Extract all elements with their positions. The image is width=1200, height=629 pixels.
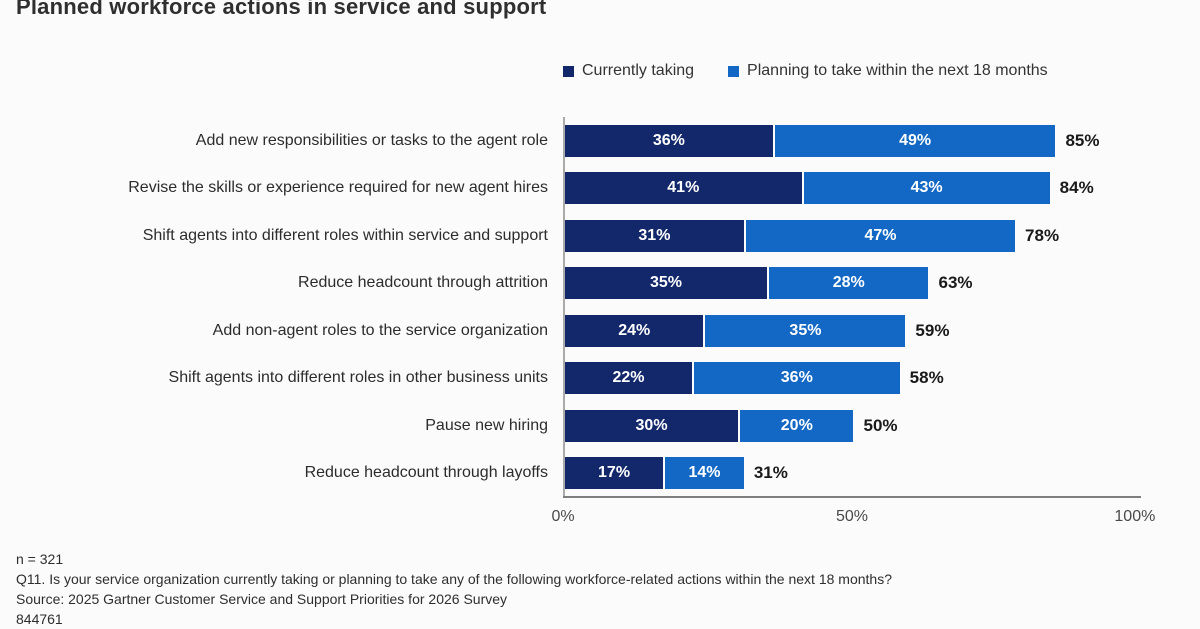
bar-value-planning: 49% (899, 131, 932, 149)
bar-segment-planning: 20% (738, 409, 854, 442)
bar-track: 17% 14% 31% (565, 457, 1142, 490)
bar-total-label: 84% (1059, 178, 1094, 198)
bar-track: 24% 35% 59% (565, 314, 1142, 347)
bar-track: 36% 49% 85% (565, 124, 1142, 157)
bar-segment-planning: 43% (801, 172, 1050, 205)
bar-segment-planning: 47% (743, 219, 1016, 252)
x-tick-0: 0% (551, 508, 575, 525)
bar-track: 41% 43% 84% (565, 172, 1142, 205)
x-axis-line (563, 496, 1141, 498)
bar-total-label: 58% (909, 368, 944, 388)
legend: Currently taking Planning to take within… (563, 62, 1048, 80)
bar-total-label: 85% (1065, 130, 1100, 150)
bar-segment-currently-taking: 17% (565, 457, 664, 490)
x-tick-100: 100% (1114, 508, 1156, 525)
category-label: Reduce headcount through attrition (298, 274, 548, 292)
footnote-n: n = 321 (16, 551, 64, 567)
bar-row: Reduce headcount through layoffs 17% 14%… (0, 450, 1200, 498)
bar-value-planning: 35% (789, 321, 822, 339)
bar-value-currently-taking: 22% (612, 369, 645, 387)
category-label: Pause new hiring (425, 416, 548, 434)
bar-value-currently-taking: 24% (618, 321, 651, 339)
bar-total-label: 78% (1025, 225, 1060, 245)
bar-value-planning: 36% (780, 369, 813, 387)
bar-segment-planning: 14% (663, 457, 744, 490)
bar-row: Reduce headcount through attrition 35% 2… (0, 260, 1200, 308)
bar-segment-currently-taking: 24% (565, 314, 704, 347)
bar-segment-currently-taking: 22% (565, 362, 692, 395)
footnote-id: 844761 (16, 611, 63, 627)
bar-segment-currently-taking: 30% (565, 409, 739, 442)
bar-total-label: 63% (938, 273, 973, 293)
category-label: Add non-agent roles to the service organ… (212, 321, 548, 339)
category-label: Shift agents into different roles within… (142, 226, 548, 244)
category-label: Revise the skills or experience required… (128, 179, 548, 197)
bar-row: Revise the skills or experience required… (0, 165, 1200, 213)
footnotes: n = 321 Q11. Is your service organizatio… (16, 549, 892, 629)
legend-label-currently-taking: Currently taking (582, 62, 695, 79)
bar-track: 22% 36% 58% (565, 362, 1142, 395)
bar-value-planning: 43% (910, 179, 943, 197)
legend-item-currently-taking: Currently taking (563, 62, 694, 80)
page-title: Planned workforce actions in service and… (16, 0, 547, 19)
bar-value-planning: 28% (832, 274, 865, 292)
bar-segment-planning: 35% (703, 314, 906, 347)
bar-segment-planning: 49% (772, 124, 1056, 157)
bar-row: Pause new hiring 30% 20% 50% (0, 402, 1200, 450)
bar-value-planning: 20% (780, 416, 813, 434)
legend-swatch-currently-taking (563, 65, 574, 77)
bar-track: 30% 20% 50% (565, 409, 1142, 442)
category-label: Shift agents into different roles in oth… (168, 369, 548, 387)
chart-rows: Add new responsibilities or tasks to the… (0, 117, 1200, 497)
bar-value-planning: 14% (688, 464, 721, 482)
category-label: Reduce headcount through layoffs (304, 464, 548, 482)
bar-value-currently-taking: 35% (649, 274, 682, 292)
bar-row: Shift agents into different roles in oth… (0, 355, 1200, 403)
bar-segment-planning: 36% (691, 362, 900, 395)
bar-track: 31% 47% 78% (565, 219, 1142, 252)
x-tick-50: 50% (835, 508, 869, 525)
y-axis-line (563, 117, 565, 497)
bar-segment-currently-taking: 36% (565, 124, 773, 157)
bar-total-label: 50% (863, 415, 898, 435)
legend-label-planning: Planning to take within the next 18 mont… (747, 62, 1048, 79)
bar-value-currently-taking: 36% (652, 131, 685, 149)
bar-total-label: 31% (753, 463, 788, 483)
bar-segment-currently-taking: 41% (565, 172, 802, 205)
bar-total-label: 59% (915, 320, 950, 340)
bar-segment-currently-taking: 35% (565, 267, 767, 300)
bar-segment-currently-taking: 31% (565, 219, 744, 252)
bar-row: Add non-agent roles to the service organ… (0, 307, 1200, 355)
bar-row: Shift agents into different roles within… (0, 212, 1200, 260)
bar-value-currently-taking: 30% (635, 416, 668, 434)
category-label: Add new responsibilities or tasks to the… (195, 131, 548, 149)
bar-value-currently-taking: 17% (598, 464, 631, 482)
bar-segment-planning: 28% (766, 267, 929, 300)
legend-item-planning: Planning to take within the next 18 mont… (728, 62, 1048, 80)
bar-value-currently-taking: 41% (667, 179, 700, 197)
legend-swatch-planning (728, 65, 740, 77)
x-axis-ticks: 0% 50% 100% (551, 508, 1155, 530)
footnote-question: Q11. Is your service organization curren… (16, 571, 892, 587)
bar-row: Add new responsibilities or tasks to the… (0, 117, 1200, 165)
bar-track: 35% 28% 63% (565, 267, 1142, 300)
bar-value-currently-taking: 31% (638, 226, 671, 244)
footnote-source: Source: 2025 Gartner Customer Service an… (16, 591, 508, 607)
bar-value-planning: 47% (864, 226, 897, 244)
